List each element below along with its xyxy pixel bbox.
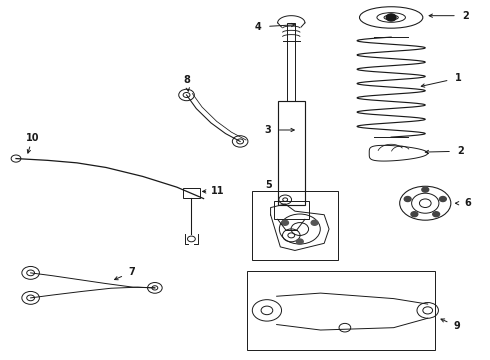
- Circle shape: [282, 220, 289, 225]
- Circle shape: [411, 212, 418, 217]
- Text: 3: 3: [265, 125, 271, 135]
- Text: 2: 2: [458, 146, 464, 156]
- Circle shape: [386, 14, 396, 21]
- Text: 9: 9: [454, 321, 461, 331]
- Text: 1: 1: [455, 73, 462, 83]
- Bar: [183, 188, 200, 198]
- Bar: [288, 23, 295, 102]
- Bar: [252, 191, 338, 260]
- Text: 4: 4: [255, 22, 262, 32]
- Text: 2: 2: [463, 11, 469, 21]
- Circle shape: [404, 197, 411, 202]
- Text: 8: 8: [183, 75, 190, 85]
- Circle shape: [296, 239, 303, 244]
- Text: 11: 11: [211, 186, 224, 197]
- Circle shape: [440, 197, 446, 202]
- Text: 6: 6: [465, 198, 471, 208]
- Text: 5: 5: [265, 180, 272, 190]
- Circle shape: [433, 212, 440, 217]
- Bar: [273, 202, 309, 219]
- Circle shape: [422, 187, 429, 192]
- Bar: [278, 102, 305, 205]
- Circle shape: [311, 220, 318, 225]
- Text: 10: 10: [26, 133, 39, 143]
- Bar: [247, 271, 435, 350]
- Text: 7: 7: [128, 267, 135, 277]
